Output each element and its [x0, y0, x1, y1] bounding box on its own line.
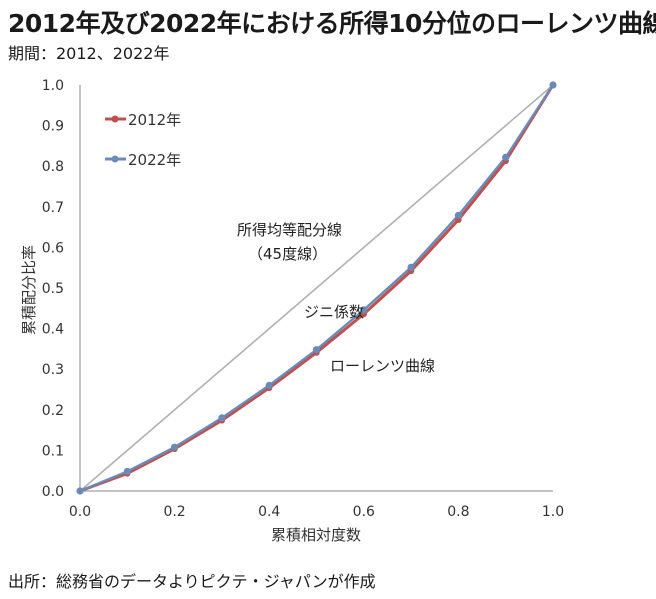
equality-line-sublabel: （45度線） [248, 245, 327, 263]
x-tick-label: 0.4 [258, 504, 280, 520]
gini-label: ジニ係数 [304, 303, 364, 321]
data-point-2022 [549, 81, 557, 89]
legend-label-2022: 2022年 [128, 151, 181, 169]
legend-label-2012: 2012年 [128, 111, 181, 129]
y-tick-label: 1.0 [42, 78, 64, 94]
data-point-2022 [502, 153, 510, 161]
x-axis-title: 累積相対度数 [271, 526, 361, 544]
x-tick-label: 0.2 [163, 504, 185, 520]
y-tick-label: 0.7 [42, 200, 64, 216]
data-point-2022 [454, 211, 462, 219]
equality-line-label: 所得均等配分線 [237, 221, 342, 239]
data-point-2022 [218, 414, 226, 422]
y-tick-label: 0.5 [42, 281, 64, 297]
y-tick-labels: 0.0 0.1 0.2 0.3 0.4 0.5 0.6 0.7 0.8 0.9 1.0 [42, 78, 64, 500]
x-tick-labels: 0.0 0.2 0.4 0.6 0.8 1.0 [69, 504, 564, 520]
data-point-2022 [76, 487, 84, 495]
y-tick-label: 0.6 [42, 240, 64, 256]
equality-line [79, 84, 554, 492]
data-point-2022 [265, 381, 273, 389]
y-tick-label: 0.3 [42, 362, 64, 378]
y-tick-label: 0.8 [42, 159, 64, 175]
legend-marker-2012 [111, 115, 119, 123]
legend: 2012年 2022年 [105, 111, 181, 169]
x-tick-label: 0.0 [69, 504, 91, 520]
y-tick-label: 0.4 [42, 322, 64, 338]
data-point-2022 [171, 443, 179, 451]
y-tick-label: 0.2 [42, 403, 64, 419]
chart-title: 2012年及び2022年における所得10分位のローレンツ曲線 [8, 9, 656, 38]
y-tick-label: 0.0 [42, 484, 64, 500]
y-axis-title: 累積配分比率 [20, 245, 38, 335]
data-point-2022 [407, 263, 415, 271]
x-tick-label: 1.0 [542, 504, 564, 520]
x-tick-label: 0.8 [447, 504, 469, 520]
y-tick-label: 0.9 [42, 119, 64, 135]
y-tick-label: 0.1 [42, 443, 64, 459]
legend-marker-2022 [111, 155, 119, 163]
source-note: 出所：総務省のデータよりピクテ・ジャパンが作成 [8, 572, 376, 591]
lorenz-curve-label: ローレンツ曲線 [330, 357, 435, 375]
data-point-2022 [312, 346, 321, 354]
data-point-2022 [123, 467, 131, 476]
series-points-2022 [76, 81, 557, 495]
data-point-2022 [360, 306, 368, 314]
chart-period-subtitle: 期間：2012、2022年 [8, 44, 170, 63]
x-tick-label: 0.6 [353, 504, 375, 520]
